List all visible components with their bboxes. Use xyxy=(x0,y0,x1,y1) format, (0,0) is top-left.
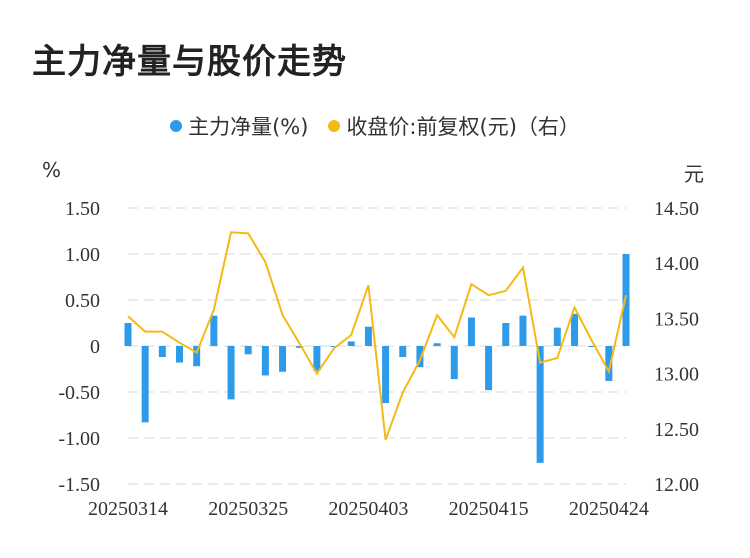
bar xyxy=(279,346,287,372)
left-axis-tick-label: -1.50 xyxy=(58,474,100,496)
right-axis-tick-label: 12.50 xyxy=(654,419,699,441)
left-axis-tick-label: 1.50 xyxy=(65,198,100,220)
x-axis-tick-label: 20250415 xyxy=(449,498,529,520)
chart-title: 主力净量与股价走势 xyxy=(32,42,347,82)
x-axis-tick-label: 20250314 xyxy=(88,498,168,520)
bar xyxy=(519,315,527,346)
bar xyxy=(570,313,578,346)
left-axis-unit: % xyxy=(42,158,62,182)
bar xyxy=(158,346,166,358)
left-axis-tick-label: -0.50 xyxy=(58,382,100,404)
bar xyxy=(313,346,321,371)
bar xyxy=(485,346,493,391)
bar xyxy=(382,346,390,404)
bar xyxy=(330,346,338,347)
bar xyxy=(347,341,355,346)
bar xyxy=(433,343,441,346)
bar xyxy=(553,327,561,346)
bar xyxy=(416,346,424,368)
bar xyxy=(467,317,475,346)
legend-bar-label: 主力净量(%) xyxy=(188,115,309,139)
x-axis-tick-label: 20250424 xyxy=(569,498,649,520)
left-axis-tick-label: 1.00 xyxy=(65,244,100,266)
legend-line-marker xyxy=(328,120,341,132)
left-axis-tick-label: 0 xyxy=(90,336,100,358)
bar xyxy=(210,315,218,346)
legend-bar-marker xyxy=(170,120,183,132)
bar xyxy=(176,346,184,363)
right-axis-tick-label: 12.00 xyxy=(654,474,699,496)
bar xyxy=(605,346,613,381)
legend-item-bar[interactable]: 主力净量(%) xyxy=(170,111,308,141)
bar xyxy=(588,346,596,347)
bar xyxy=(399,346,407,358)
bar xyxy=(244,346,252,355)
bar xyxy=(450,346,458,380)
legend-item-line[interactable]: 收盘价:前复权(元)（右） xyxy=(328,111,580,141)
right-axis-tick-label: 13.50 xyxy=(654,308,699,330)
bar xyxy=(227,346,235,400)
bar xyxy=(364,326,372,346)
x-axis-tick-label: 20250403 xyxy=(328,498,408,520)
right-axis-tick-label: 13.00 xyxy=(654,364,699,386)
bar xyxy=(193,346,201,367)
legend: 主力净量(%) 收盘价:前复权(元)（右） xyxy=(0,111,750,141)
left-axis-tick-label: 0.50 xyxy=(65,290,100,312)
bar xyxy=(536,346,544,463)
right-axis-tick-label: 14.50 xyxy=(654,198,699,220)
bar xyxy=(261,346,269,376)
legend-line-label: 收盘价:前复权(元)（右） xyxy=(346,115,580,139)
bar xyxy=(622,254,630,346)
left-axis-tick-label: -1.00 xyxy=(58,428,100,450)
right-axis-tick-label: 14.00 xyxy=(654,253,699,275)
x-axis-tick-label: 20250325 xyxy=(208,498,288,520)
bar xyxy=(141,346,149,423)
price-line xyxy=(127,231,627,441)
bar xyxy=(296,346,304,348)
bar xyxy=(502,323,510,346)
bar xyxy=(124,323,132,346)
right-axis-unit: 元 xyxy=(684,162,704,186)
